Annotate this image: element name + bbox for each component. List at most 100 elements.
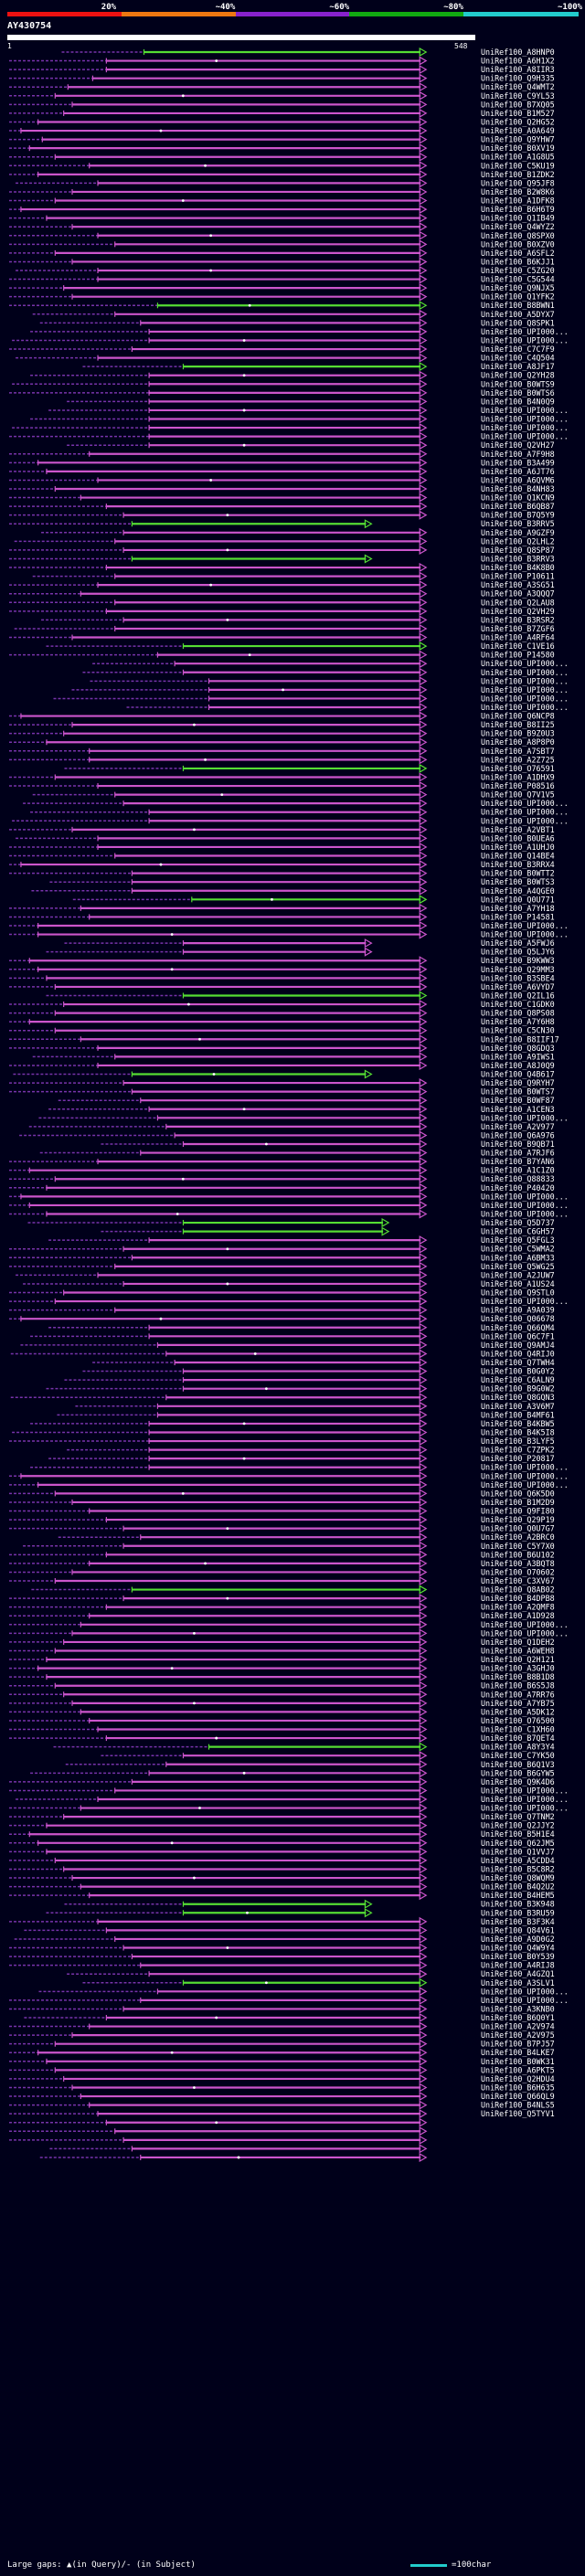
hit-label-119[interactable]: UniRef100_B0WTS7 [481,1087,555,1097]
hit-label-191[interactable]: UniRef100_O76500 [481,1716,555,1725]
hit-label-33[interactable]: UniRef100_UPI000... [481,335,569,345]
hit-label-10[interactable]: UniRef100_Q9YHW7 [481,135,555,144]
hit-label-180[interactable]: UniRef100_UPI000... [481,1620,569,1629]
hit-label-164[interactable]: UniRef100_UPI000... [481,1480,569,1489]
hit-label-217[interactable]: UniRef100_Q4W9Y4 [481,1944,555,1953]
hit-label-142[interactable]: UniRef100_Q9STL0 [481,1288,555,1298]
hit-label-236[interactable]: UniRef100_Q5TYV1 [481,2109,555,2118]
hit-label-174[interactable]: UniRef100_O70602 [481,1567,555,1576]
hit-label-230[interactable]: UniRef100_B0WK31 [481,2057,555,2066]
hit-label-14[interactable]: UniRef100_B1ZDK2 [481,170,555,179]
hit-label-25[interactable]: UniRef100_C5ZG20 [481,266,555,275]
hit-label-140[interactable]: UniRef100_A2JUW7 [481,1270,555,1279]
hit-label-26[interactable]: UniRef100_C5G544 [481,275,555,284]
hit-label-76[interactable]: UniRef100_Q6NCP8 [481,712,555,721]
hit-label-172[interactable]: UniRef100_B6U102 [481,1550,555,1559]
hit-label-114[interactable]: UniRef100_Q8GDQ3 [481,1044,555,1053]
hit-label-161[interactable]: UniRef100_P20817 [481,1454,555,1463]
hit-label-178[interactable]: UniRef100_A2QMF8 [481,1603,555,1612]
hit-label-219[interactable]: UniRef100_A4RIJ8 [481,1961,555,1970]
hit-label-77[interactable]: UniRef100_B8II25 [481,720,555,729]
hit-label-134[interactable]: UniRef100_Q5D737 [481,1218,555,1227]
hit-label-88[interactable]: UniRef100_UPI000... [481,816,569,825]
hit-label-212[interactable]: UniRef100_B3K948 [481,1900,555,1909]
hit-label-18[interactable]: UniRef100_B6H6T9 [481,205,555,214]
hit-label-0[interactable]: UniRef100_A8HNP0 [481,48,555,57]
hit-label-233[interactable]: UniRef100_B6H635 [481,2083,555,2092]
hit-label-98[interactable]: UniRef100_A7YH18 [481,904,555,913]
hit-label-122[interactable]: UniRef100_UPI000... [481,1113,569,1122]
hit-label-73[interactable]: UniRef100_UPI000... [481,685,569,694]
hit-label-40[interactable]: UniRef100_B4N0Q9 [481,397,555,406]
hit-label-216[interactable]: UniRef100_A9D0G2 [481,1935,555,1944]
hit-label-137[interactable]: UniRef100_C5WMA2 [481,1245,555,1254]
hit-label-53[interactable]: UniRef100_B7Q5Y9 [481,511,555,520]
hit-label-47[interactable]: UniRef100_B3A499 [481,458,555,467]
hit-label-79[interactable]: UniRef100_A8P8P0 [481,737,555,747]
hit-label-175[interactable]: UniRef100_C3XV67 [481,1576,555,1585]
hit-label-99[interactable]: UniRef100_P14581 [481,912,555,921]
hit-label-60[interactable]: UniRef100_P10611 [481,572,555,581]
hit-label-120[interactable]: UniRef100_B0WF87 [481,1096,555,1105]
hit-label-83[interactable]: UniRef100_A1DHX9 [481,772,555,781]
hit-label-171[interactable]: UniRef100_C5Y7X0 [481,1542,555,1551]
hit-label-110[interactable]: UniRef100_Q8PS08 [481,1009,555,1018]
hit-label-126[interactable]: UniRef100_A7RJF6 [481,1149,555,1158]
hit-label-190[interactable]: UniRef100_A5DK12 [481,1707,555,1716]
hit-label-209[interactable]: UniRef100_Q8WQM9 [481,1873,555,1882]
hit-label-148[interactable]: UniRef100_Q9AMJ4 [481,1341,555,1350]
hit-label-59[interactable]: UniRef100_B4K8B0 [481,563,555,572]
hit-label-16[interactable]: UniRef100_B2W8K6 [481,187,555,196]
hit-label-231[interactable]: UniRef100_A6PKT5 [481,2065,555,2074]
hit-label-15[interactable]: UniRef100_Q95JF8 [481,178,555,187]
hit-label-127[interactable]: UniRef100_B7YAN6 [481,1157,555,1166]
hit-label-205[interactable]: UniRef100_Q62JM5 [481,1839,555,1848]
hit-label-31[interactable]: UniRef100_Q8SPK1 [481,318,555,327]
hit-label-176[interactable]: UniRef100_Q8AB02 [481,1585,555,1595]
hit-label-196[interactable]: UniRef100_B6Q1V3 [481,1760,555,1769]
hit-label-135[interactable]: UniRef100_C6GH57 [481,1227,555,1236]
hit-label-72[interactable]: UniRef100_UPI000... [481,676,569,685]
hit-label-81[interactable]: UniRef100_A2Z725 [481,755,555,764]
hit-label-123[interactable]: UniRef100_A2V977 [481,1122,555,1131]
hit-label-35[interactable]: UniRef100_C4Q504 [481,354,555,363]
hit-label-112[interactable]: UniRef100_C5CN30 [481,1026,555,1035]
hit-label-7[interactable]: UniRef100_B1M527 [481,109,555,118]
hit-label-143[interactable]: UniRef100_UPI000... [481,1297,569,1306]
hit-label-93[interactable]: UniRef100_B3RRX4 [481,860,555,869]
hit-label-116[interactable]: UniRef100_A8J0Q9 [481,1061,555,1070]
hit-label-113[interactable]: UniRef100_B8IIF17 [481,1034,559,1044]
hit-label-141[interactable]: UniRef100_A1US24 [481,1279,555,1288]
hit-label-163[interactable]: UniRef100_UPI000... [481,1471,569,1480]
hit-label-157[interactable]: UniRef100_B4KBW5 [481,1419,555,1428]
hit-label-136[interactable]: UniRef100_Q5FGL3 [481,1235,555,1245]
hit-label-227[interactable]: UniRef100_A2V975 [481,2030,555,2040]
hit-label-235[interactable]: UniRef100_B4NLS5 [481,2101,555,2110]
hit-label-56[interactable]: UniRef100_Q2LHL2 [481,536,555,546]
hit-label-213[interactable]: UniRef100_B3RU59 [481,1908,555,1917]
hit-label-203[interactable]: UniRef100_Q2JJY2 [481,1821,555,1830]
hit-label-198[interactable]: UniRef100_Q9K4D6 [481,1777,555,1786]
hit-label-229[interactable]: UniRef100_B4LKE7 [481,2048,555,2057]
hit-label-165[interactable]: UniRef100_Q6K5D0 [481,1489,555,1498]
hit-label-5[interactable]: UniRef100_C9YL53 [481,91,555,101]
hit-label-70[interactable]: UniRef100_UPI000... [481,659,569,668]
hit-label-181[interactable]: UniRef100_UPI000... [481,1628,569,1638]
hit-label-131[interactable]: UniRef100_UPI000... [481,1192,569,1201]
hit-label-103[interactable]: UniRef100_Q5LJY6 [481,948,555,957]
hit-label-106[interactable]: UniRef100_B3SBE4 [481,973,555,982]
hit-label-89[interactable]: UniRef100_A2VBT1 [481,825,555,834]
hit-label-168[interactable]: UniRef100_Q29P19 [481,1515,555,1524]
hit-label-124[interactable]: UniRef100_Q6A976 [481,1130,555,1140]
hit-label-202[interactable]: UniRef100_Q7TNM2 [481,1812,555,1821]
hit-label-68[interactable]: UniRef100_C1VE16 [481,641,555,651]
hit-label-118[interactable]: UniRef100_Q9RYH7 [481,1078,555,1087]
hit-label-50[interactable]: UniRef100_B4NH83 [481,484,555,493]
hit-label-17[interactable]: UniRef100_A1DFK8 [481,196,555,206]
hit-label-223[interactable]: UniRef100_UPI000... [481,1996,569,2005]
hit-label-173[interactable]: UniRef100_A3BQT8 [481,1559,555,1568]
hit-label-57[interactable]: UniRef100_Q8SP87 [481,546,555,555]
hit-label-108[interactable]: UniRef100_Q2IL16 [481,991,555,1000]
hit-label-133[interactable]: UniRef100_UPI000... [481,1209,569,1218]
hit-label-207[interactable]: UniRef100_A5CDD4 [481,1856,555,1865]
